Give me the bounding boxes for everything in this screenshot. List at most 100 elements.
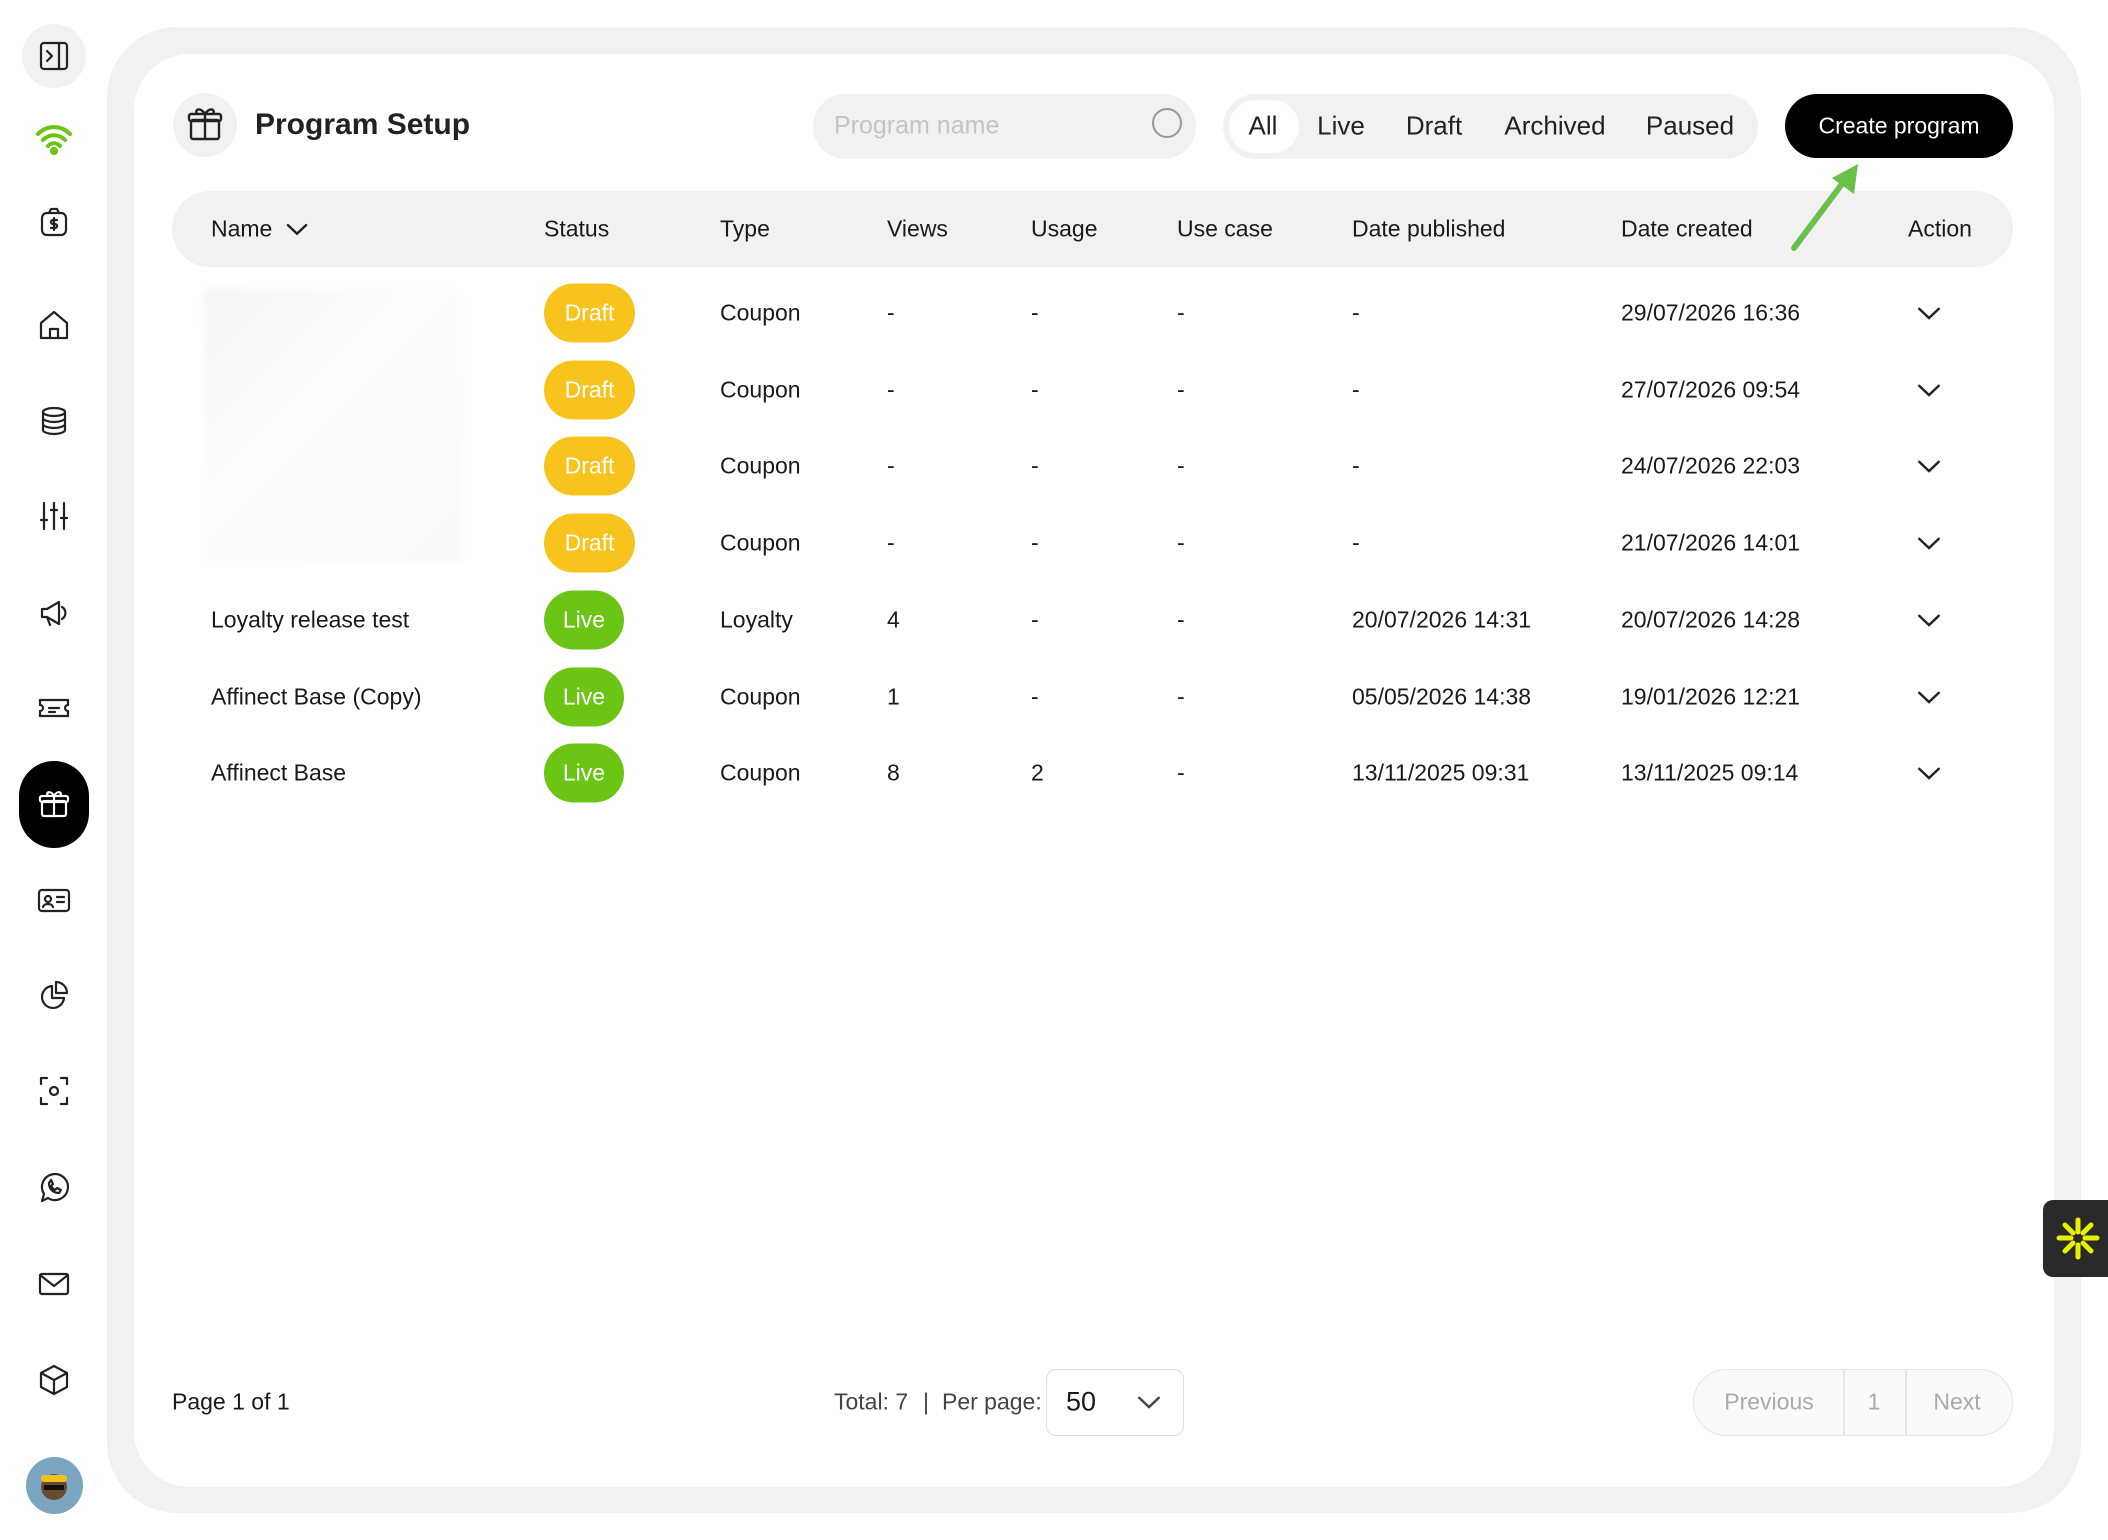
table-cell: -: [1352, 529, 1360, 556]
table-cell: -: [1177, 606, 1185, 633]
column-header: Action: [1908, 215, 1972, 242]
filter-group: [1223, 94, 1758, 159]
page-number[interactable]: 1: [1867, 1388, 1881, 1415]
column-header[interactable]: Name: [211, 215, 273, 242]
sort-icon[interactable]: [284, 216, 310, 242]
column-header: Views: [887, 215, 948, 242]
sidebar-icon[interactable]: [34, 1168, 74, 1208]
page-info: Page 1 of 1: [172, 1388, 290, 1415]
column-header: Date created: [1621, 215, 1753, 242]
sidebar-icon[interactable]: [34, 401, 74, 441]
row-action[interactable]: [1915, 683, 1943, 711]
search-placeholder[interactable]: Program name: [834, 111, 1000, 140]
next-button[interactable]: Next: [1933, 1388, 1981, 1415]
table-cell: 27/07/2026 09:54: [1621, 376, 1801, 403]
filter-tab[interactable]: Archived: [1504, 110, 1606, 141]
sidebar-icon[interactable]: [34, 880, 74, 920]
pagination-divider: [1843, 1370, 1845, 1435]
status-badge: Draft: [544, 436, 635, 496]
status-badge: Live: [544, 667, 624, 726]
blurred-names: [204, 289, 462, 562]
status-badge: Live: [544, 590, 624, 650]
pointer-arrow: [1791, 164, 1858, 251]
table-cell: -: [887, 299, 895, 326]
table-cell: Loyalty: [720, 606, 793, 633]
column-header: Use case: [1177, 215, 1273, 242]
avatar[interactable]: [26, 1457, 83, 1514]
row-action[interactable]: [1915, 376, 1943, 404]
table-cell: -: [1177, 299, 1185, 326]
helper-widget[interactable]: [2043, 1200, 2108, 1277]
table-cell: -: [1177, 759, 1185, 786]
per-page-label: Per page:: [942, 1388, 1042, 1415]
sidebar-icon[interactable]: [34, 305, 74, 345]
program-name: Affinect Base (Copy): [211, 683, 422, 709]
filter-selected: [1229, 100, 1299, 153]
search-field[interactable]: [813, 94, 1196, 159]
table-cell: 21/07/2026 14:01: [1621, 529, 1801, 556]
table-cell: 1: [887, 683, 900, 709]
previous-button[interactable]: Previous: [1724, 1388, 1814, 1415]
table-cell: Coupon: [720, 376, 801, 403]
filter-tab[interactable]: Draft: [1405, 110, 1463, 141]
column-header: Type: [720, 215, 770, 242]
row-action[interactable]: [1915, 606, 1943, 634]
table-cell: -: [1031, 452, 1039, 479]
per-page-chevron[interactable]: [1135, 1388, 1163, 1416]
table-cell: -: [1031, 529, 1039, 556]
header-icon: [173, 93, 237, 157]
sidebar-icon[interactable]: [34, 688, 74, 728]
status-badge: Live: [544, 743, 624, 803]
table-cell: -: [1352, 452, 1360, 479]
row-action[interactable]: [1915, 299, 1943, 327]
table-cell: 2: [1031, 759, 1044, 786]
program-name: Loyalty release test: [211, 606, 410, 633]
table-cell: 19/01/2026 12:21: [1621, 683, 1801, 709]
sidebar-icon[interactable]: [34, 118, 74, 158]
sidebar-icon[interactable]: [34, 1071, 74, 1111]
sidebar-icon[interactable]: [34, 1264, 74, 1304]
table-cell: 8: [887, 759, 900, 786]
table-cell: 13/11/2025 09:14: [1621, 759, 1799, 786]
sidebar-icon[interactable]: [34, 202, 74, 242]
search-icon: [1152, 108, 1182, 138]
page-title: Program Setup: [255, 108, 471, 141]
table-cell: -: [1352, 376, 1360, 403]
table-header-bar: [172, 191, 2013, 267]
sidebar-icon[interactable]: [34, 976, 74, 1016]
create-button-label[interactable]: Create program: [1818, 112, 1980, 139]
table-cell: Coupon: [720, 683, 801, 709]
column-header: Usage: [1031, 215, 1098, 242]
sidebar-icon[interactable]: [34, 1360, 74, 1400]
row-action[interactable]: [1915, 759, 1943, 787]
per-page-select[interactable]: [1046, 1369, 1184, 1436]
table-cell: -: [887, 529, 895, 556]
pagination-divider: [1905, 1370, 1907, 1435]
table-cell: Coupon: [720, 452, 801, 479]
table-cell: Coupon: [720, 529, 801, 556]
row-action[interactable]: [1915, 529, 1943, 557]
column-header: Date published: [1352, 215, 1506, 242]
row-action[interactable]: [1915, 452, 1943, 480]
table-cell: -: [1177, 683, 1185, 709]
filter-tab[interactable]: Live: [1317, 110, 1365, 141]
sidebar-icon[interactable]: [34, 784, 74, 824]
total: Total: 7: [834, 1388, 909, 1415]
sidebar-icon[interactable]: [22, 24, 86, 88]
separator: |: [923, 1388, 929, 1415]
filter-tab[interactable]: All: [1248, 110, 1278, 141]
program-name: Affinect Base: [211, 759, 347, 786]
table-cell: 24/07/2026 22:03: [1621, 452, 1801, 479]
sidebar-icon[interactable]: [34, 496, 74, 536]
column-header: Status: [544, 215, 610, 242]
table-cell: -: [1352, 299, 1360, 326]
table-cell: 4: [887, 606, 900, 633]
create-button[interactable]: [1785, 94, 2013, 158]
table-cell: -: [1031, 376, 1039, 403]
status-badge: Draft: [544, 360, 635, 420]
filter-tab[interactable]: Paused: [1645, 110, 1735, 141]
sidebar-icon[interactable]: [34, 593, 74, 633]
table-cell: -: [1031, 683, 1039, 709]
pagination: [1693, 1369, 2013, 1436]
per-page-value[interactable]: 50: [1066, 1386, 1097, 1417]
